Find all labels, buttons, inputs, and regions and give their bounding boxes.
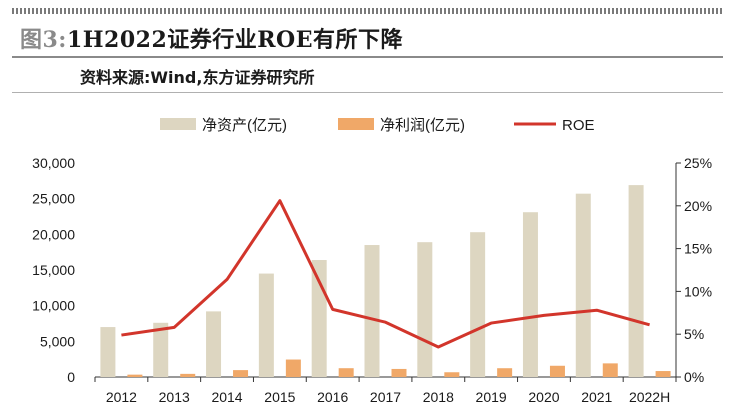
net-assets-bar xyxy=(100,327,115,377)
x-tick-label: 2022H xyxy=(629,389,670,405)
net-profit-bar xyxy=(550,366,565,377)
net-assets-bar xyxy=(312,260,327,377)
right-y-tick-label: 25% xyxy=(684,155,712,171)
net-profit-bar xyxy=(233,370,248,377)
net-profit-bar xyxy=(127,375,142,377)
net-profit-bar xyxy=(392,369,407,377)
x-tick-label: 2016 xyxy=(317,389,348,405)
net-assets-bar xyxy=(417,242,432,377)
x-tick-label: 2019 xyxy=(476,389,507,405)
net-assets-bar xyxy=(629,185,644,377)
combo-chart: 0 5,000 10,000 15,000 20,000 25,000 30,000 0% 5%… xyxy=(0,0,741,420)
net-profit-bar xyxy=(286,360,301,377)
x-tick-label: 2012 xyxy=(106,389,137,405)
x-tick-label: 2017 xyxy=(370,389,401,405)
net-assets-bar xyxy=(470,232,485,377)
net-assets-bar xyxy=(523,212,538,377)
right-y-tick-label: 10% xyxy=(684,283,712,299)
legend-swatch-net-profit xyxy=(338,118,374,130)
right-y-tick-label: 15% xyxy=(684,241,712,257)
x-tick-label: 2021 xyxy=(581,389,612,405)
net-assets-bar xyxy=(365,245,380,377)
net-profit-bar xyxy=(656,371,671,377)
net-assets-bar xyxy=(259,274,274,377)
x-tick-label: 2014 xyxy=(211,389,242,405)
left-y-tick-label: 10,000 xyxy=(32,298,75,314)
x-tick-label: 2015 xyxy=(264,389,295,405)
left-y-tick-label: 5,000 xyxy=(40,333,75,349)
net-assets-bar xyxy=(206,311,221,377)
x-tick-label: 2018 xyxy=(423,389,454,405)
net-profit-bar xyxy=(180,374,195,377)
legend-swatch-net-assets xyxy=(160,118,196,130)
right-y-tick-label: 5% xyxy=(684,326,704,342)
legend-label-net-assets: 净资产(亿元) xyxy=(202,117,287,134)
legend-label-roe: ROE xyxy=(562,117,595,134)
legend-label-net-profit: 净利润(亿元) xyxy=(380,117,465,134)
left-y-tick-label: 30,000 xyxy=(32,155,75,171)
left-y-tick-label: 25,000 xyxy=(32,191,75,207)
x-tick-label: 2013 xyxy=(159,389,190,405)
x-tick-label: 2020 xyxy=(528,389,559,405)
right-y-tick-label: 0% xyxy=(684,369,704,385)
net-profit-bar xyxy=(339,368,354,377)
right-y-tick-label: 20% xyxy=(684,198,712,214)
left-y-tick-label: 0 xyxy=(67,369,75,385)
net-profit-bar xyxy=(497,368,512,377)
left-y-tick-label: 15,000 xyxy=(32,262,75,278)
net-profit-bar xyxy=(603,363,618,377)
net-profit-bar xyxy=(444,372,459,377)
roe-line xyxy=(121,201,649,347)
left-y-tick-label: 20,000 xyxy=(32,226,75,242)
net-assets-bar xyxy=(576,194,591,377)
